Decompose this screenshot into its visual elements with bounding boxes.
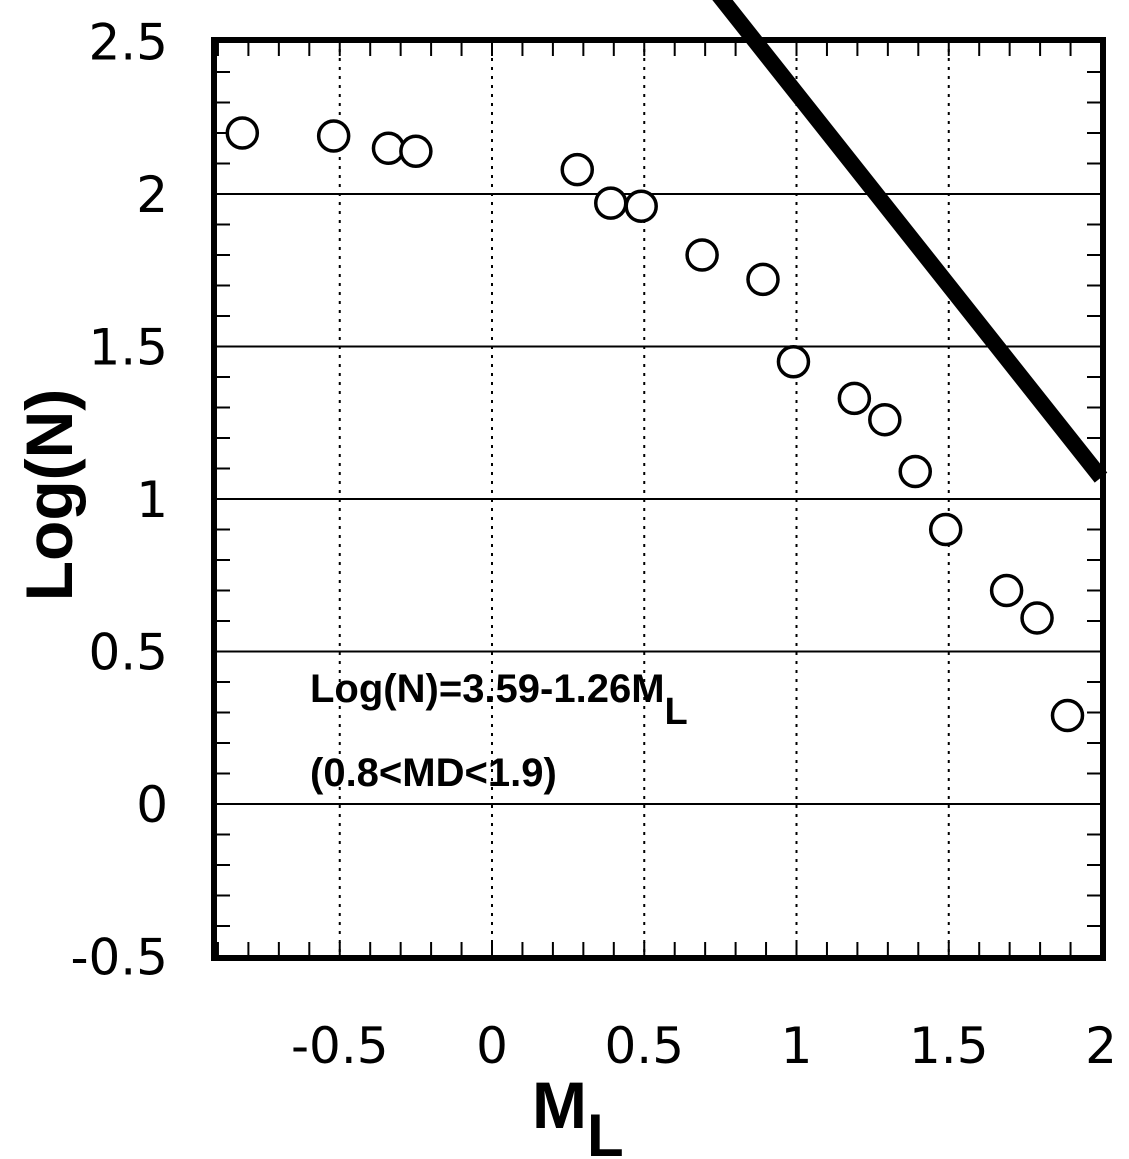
data-point	[225, 116, 260, 150]
annotation-range: (0.8<MD<1.9)	[310, 751, 557, 795]
y-tick-labels: -0.5 0 0.5 1 1.5 2 2.5	[70, 14, 168, 987]
x-tick-label: 1.5	[909, 1017, 989, 1075]
y-tick-label: 0.5	[88, 624, 168, 682]
data-point	[1050, 698, 1085, 733]
y-tick-label: 0	[136, 776, 168, 834]
annotation-equation-sub: L	[665, 691, 688, 733]
y-tick-label: 2	[136, 166, 168, 224]
data-point	[928, 512, 963, 547]
data-point	[898, 454, 933, 489]
grid-lines	[214, 40, 1103, 958]
y-tick-label: 2.5	[88, 14, 168, 72]
y-tick-label: 1.5	[88, 319, 168, 377]
data-point	[371, 131, 406, 165]
x-tick-label: 1	[781, 1017, 813, 1075]
data-points	[225, 116, 1085, 733]
x-tick-label: 0	[476, 1017, 508, 1075]
x-axis-title-sub: L	[587, 1102, 624, 1159]
data-point	[316, 119, 351, 153]
annotation-equation-main: Log(N)=3.59-1.26M	[310, 667, 665, 711]
data-point	[399, 134, 433, 169]
data-point	[776, 345, 811, 379]
x-tick-labels: -0.5 0 0.5 1 1.5 2	[291, 1017, 1117, 1075]
fit-line	[712, 0, 1108, 483]
y-tick-label: 1	[136, 471, 168, 529]
x-tick-label: 2	[1085, 1017, 1117, 1075]
annotation-equation: Log(N)=3.59-1.26ML	[310, 667, 688, 733]
x-tick-label: -0.5	[291, 1017, 389, 1075]
data-point	[685, 238, 719, 272]
x-axis-title: ML	[532, 1068, 624, 1159]
data-point	[560, 152, 595, 187]
data-point	[1020, 601, 1054, 635]
plot-frame	[211, 37, 1106, 961]
data-point	[746, 262, 780, 297]
data-point	[989, 573, 1024, 608]
data-point	[624, 189, 658, 223]
data-point	[868, 402, 902, 437]
data-point	[594, 186, 628, 220]
data-point	[837, 381, 872, 416]
y-tick-label: -0.5	[70, 929, 168, 987]
x-axis-title-main: M	[532, 1068, 587, 1142]
y-axis-title: Log(N)	[12, 389, 86, 602]
x-tick-label: 0.5	[604, 1017, 684, 1075]
